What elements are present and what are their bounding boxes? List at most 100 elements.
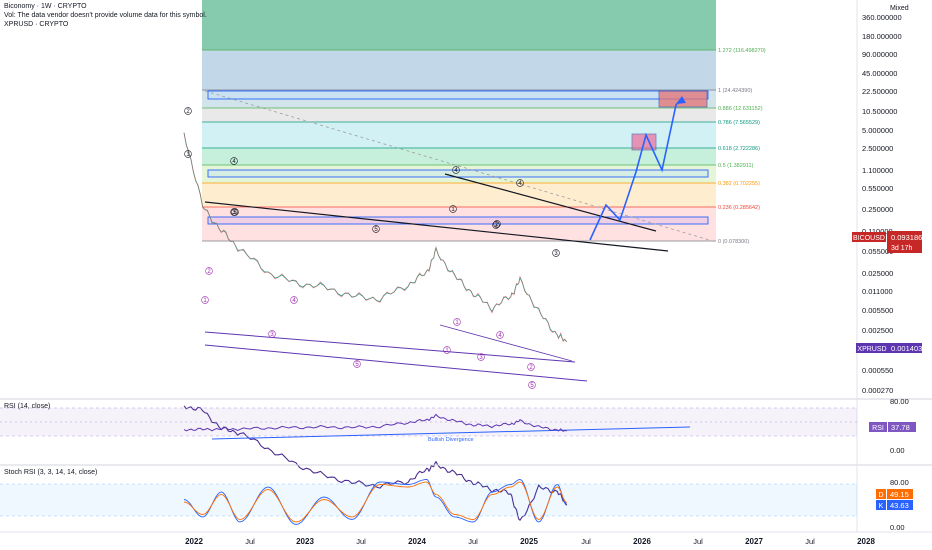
stoch-badges: D 49.15 K 43.63 [876, 489, 913, 510]
support-box[interactable] [207, 216, 709, 225]
xpr-wave-label[interactable]: 1 [445, 348, 449, 354]
stoch-k-line [183, 479, 567, 525]
xpr-wave-label[interactable]: 1 [203, 298, 207, 304]
price-tick: 0.005500 [862, 306, 893, 315]
xpr-wave-label[interactable]: 5 [530, 383, 534, 389]
xpr-wave-label[interactable]: 2 [207, 269, 211, 275]
bicousd-price-wicks [183, 132, 567, 343]
price-tick: 0.000550 [862, 366, 893, 375]
time-tick: 2028 [857, 537, 875, 546]
wedge-upper-line[interactable] [444, 173, 657, 232]
wave-label[interactable]: 5 [374, 227, 378, 233]
fib-lines [202, 49, 716, 242]
time-tick: Jul [245, 537, 255, 546]
time-tick: Jul [693, 537, 703, 546]
xpr-wave-label-circle [527, 363, 535, 371]
xpr-wave-label[interactable]: 5 [355, 362, 359, 368]
time-tick: Jul [805, 537, 815, 546]
rsi-band [0, 408, 857, 436]
xpr-wedge-line[interactable] [439, 324, 573, 362]
bullish-divergence-line[interactable] [211, 426, 691, 440]
rsi-badge: RSI 37.78 [869, 422, 916, 432]
rsi-badge-value: 37.78 [891, 423, 910, 432]
wave-label[interactable]: 4 [518, 181, 522, 187]
fib-zone-0618 [202, 148, 716, 165]
rsi-line [183, 413, 567, 433]
wave-label[interactable]: 2 [495, 222, 499, 228]
time-axis[interactable]: 2022 Jul 2023 Jul 2024 Jul 2025 Jul 2026 Jul 2027 J… [185, 537, 875, 546]
wave-label-circle [516, 179, 524, 187]
price-tick: 0.002500 [862, 326, 893, 335]
wave-label[interactable]: 4 [232, 159, 236, 165]
fib-level-label: 1 (24.424390) [718, 88, 752, 94]
bicousd-value: 0.093186 [891, 233, 922, 242]
xpr-wave-label[interactable]: 2 [529, 365, 533, 371]
price-tick: 180.000000 [862, 32, 902, 41]
fib-level-label: 1.272 (116.498270) [718, 48, 766, 54]
xpr-wave-label[interactable]: 3 [270, 332, 274, 338]
xpr-wave-label-circle [453, 318, 461, 326]
wave-label[interactable]: 2 [494, 223, 498, 229]
stoch-d-value: 49.15 [890, 490, 909, 499]
xprusd-value-box [888, 343, 922, 353]
fib-labels: 1.272 (116.498270) 1 (24.424390) 0.886 (12… [718, 48, 766, 245]
price-tick: 1.100000 [862, 166, 893, 175]
dashed-trendline[interactable] [204, 90, 717, 243]
xpr-wave-label[interactable]: 1 [455, 320, 459, 326]
xpr-lower-line[interactable] [204, 344, 588, 382]
xpr-wave-label-circle [496, 331, 504, 339]
wave-label[interactable]: 4 [454, 168, 458, 174]
time-tick: Jul [468, 537, 478, 546]
time-tick: 2025 [520, 537, 538, 546]
price-tick: 45.000000 [862, 69, 897, 78]
resistance-box-top[interactable] [207, 90, 709, 100]
fib-zone-0786 [202, 122, 716, 148]
fib-level-label: 0.5 (1.382911) [718, 163, 754, 169]
fib-zones[interactable] [202, 0, 716, 241]
wave-label-circle [230, 157, 238, 165]
fib-level-label: 0.236 (0.285642) [718, 205, 760, 211]
wave-label[interactable]: 1 [451, 207, 455, 213]
wave-label[interactable]: 3 [232, 210, 236, 216]
xpr-wave-label[interactable]: 4 [498, 333, 502, 339]
rsi-symbol-box [869, 422, 887, 432]
wave-label-circle [492, 221, 500, 229]
resistance-box-mid[interactable] [207, 169, 709, 178]
wave-label[interactable]: 1 [186, 152, 190, 158]
xprusd-badge: XPRUSD 0.001403 [856, 343, 922, 353]
xprusd-line [183, 405, 568, 522]
time-tick: 2023 [296, 537, 314, 546]
xpr-wave-label-circle [528, 381, 536, 389]
fib-level-label: 0.786 (7.565529) [718, 120, 760, 126]
xpr-wave-label-circle [268, 330, 276, 338]
xpr-upper-line[interactable] [204, 331, 576, 363]
xpr-wave-label[interactable]: 4 [292, 298, 296, 304]
projection-path[interactable] [589, 97, 683, 241]
time-tick: 2026 [633, 537, 651, 546]
wave-label-circle [552, 249, 560, 257]
fib-level-label: 0.618 (2.722286) [718, 146, 760, 152]
price-tick: 0.250000 [862, 205, 893, 214]
time-tick: 2024 [408, 537, 426, 546]
rsi-title[interactable]: RSI (14, close) [4, 403, 50, 410]
time-tick: Jul [356, 537, 366, 546]
wave-label-circle [493, 220, 501, 228]
rsi-tick-0: 0.00 [890, 446, 905, 455]
compare-symbol[interactable]: XPRUSD · CRYPTO [4, 21, 69, 28]
xpr-wave-label[interactable]: 3 [479, 355, 483, 361]
wave-label[interactable]: 3 [554, 251, 558, 257]
price-tick: 90.000000 [862, 50, 897, 59]
wave-label[interactable]: 5 [233, 210, 237, 216]
fib-level-label: 0 (0.078300) [718, 239, 749, 245]
wave-label-circle [184, 107, 192, 115]
wedge-lower-line[interactable] [204, 201, 669, 252]
wave-label-circle [184, 150, 192, 158]
wave-label[interactable]: 2 [186, 109, 190, 115]
scale-mode[interactable]: Mixed [890, 5, 909, 12]
stoch-title[interactable]: Stoch RSI (3, 3, 14, 14, close) [4, 469, 97, 476]
fib-zone-1272 [202, 50, 716, 90]
time-tick: 2022 [185, 537, 203, 546]
rsi-badge-label: RSI [872, 425, 884, 432]
